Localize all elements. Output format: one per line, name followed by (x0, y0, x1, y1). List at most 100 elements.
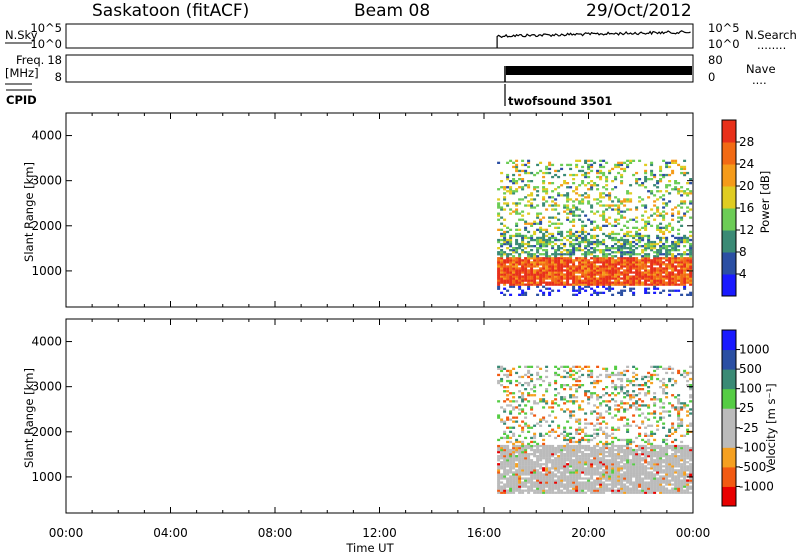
scatter-cell (572, 414, 576, 417)
scatter-cell (509, 238, 513, 242)
scatter-cell (596, 259, 600, 262)
scatter-cell (566, 259, 570, 262)
scatter-cell (674, 381, 678, 385)
scatter-cell (614, 471, 618, 474)
scatter-cell (536, 269, 540, 272)
scatter-cell (650, 273, 654, 276)
scatter-cell (530, 485, 534, 488)
scatter-cell (530, 277, 534, 280)
scatter-cell (653, 448, 657, 452)
scatter-cell (584, 453, 588, 456)
scatter-cell (551, 420, 555, 423)
scatter-cell (548, 220, 552, 223)
scatter-cell (524, 257, 528, 260)
scatter-cell (542, 188, 546, 191)
scatter-cell (578, 379, 582, 383)
scatter-cell (620, 485, 624, 488)
scatter-cell (602, 279, 606, 282)
scatter-cell (548, 434, 552, 437)
scatter-cell (650, 275, 654, 278)
scatter-cell (572, 485, 576, 488)
scatter-cell (533, 475, 537, 478)
scatter-cell (572, 467, 576, 470)
scatter-cell (575, 384, 579, 387)
scatter-cell (584, 365, 588, 368)
scatter-cell (566, 192, 570, 195)
scatter-cell (632, 240, 636, 244)
scatter-cell (542, 281, 546, 284)
scatter-cell (659, 400, 663, 403)
scatter-cell (593, 289, 597, 292)
scatter-cell (659, 212, 663, 215)
scatter-cell (650, 214, 654, 217)
scatter-cell (572, 200, 576, 203)
scatter-cell (536, 255, 540, 258)
scatter-cell (518, 269, 522, 272)
power-data-cells (497, 159, 693, 296)
scatter-cell (605, 249, 609, 252)
scatter-cell (506, 436, 510, 440)
velocity-data-cells (497, 365, 693, 494)
scatter-cell (533, 255, 537, 258)
scatter-cell (608, 473, 612, 476)
scatter-cell (536, 249, 540, 252)
scatter-cell (623, 369, 627, 373)
scatter-cell (665, 477, 669, 480)
scatter-cell (542, 485, 546, 488)
scatter-cell (512, 192, 516, 195)
scatter-cell (626, 253, 630, 256)
scatter-cell (557, 475, 561, 478)
scatter-cell (662, 261, 666, 264)
scatter-cell (518, 412, 522, 415)
scatter-cell (572, 365, 576, 368)
scatter-cell (620, 475, 624, 478)
scatter-cell (596, 412, 600, 415)
scatter-cell (683, 451, 687, 454)
scatter-cell (560, 461, 564, 464)
scatter-cell (527, 287, 531, 290)
scatter-cell (656, 424, 660, 427)
scatter-cell (650, 267, 654, 270)
scatter-cell (605, 369, 609, 373)
scatter-cell (686, 467, 690, 470)
scatter-cell (683, 491, 687, 494)
scatter-cell (647, 477, 651, 480)
scatter-cell (626, 279, 630, 282)
scatter-cell (656, 365, 660, 368)
scatter-cell (593, 467, 597, 470)
scatter-cell (533, 471, 537, 474)
scatter-cell (545, 388, 549, 391)
scatter-cell (632, 471, 636, 474)
scatter-cell (557, 483, 561, 486)
scatter-cell (638, 485, 642, 488)
scatter-cell (605, 434, 609, 437)
scatter-cell (620, 210, 624, 213)
scatter-cell (563, 430, 567, 433)
scatter-cell (578, 485, 582, 488)
scatter-cell (551, 406, 555, 409)
scatter-cell (542, 240, 546, 244)
scatter-cell (641, 420, 645, 423)
scatter-cell (686, 446, 690, 450)
scatter-cell (572, 204, 576, 207)
scatter-cell (581, 257, 585, 260)
scatter-cell (575, 455, 579, 458)
scatter-cell (653, 279, 657, 282)
scatter-cell (662, 475, 666, 478)
scatter-cell (530, 265, 534, 268)
scatter-cell (626, 273, 630, 276)
scatter-cell (641, 412, 645, 415)
scatter-cell (563, 236, 567, 240)
scatter-cell (533, 469, 537, 472)
scatter-cell (506, 190, 510, 193)
scatter-cell (548, 267, 552, 270)
scatter-cell (590, 263, 594, 266)
scatter-cell (608, 289, 612, 292)
scatter-cell (569, 416, 573, 419)
scatter-cell (545, 485, 549, 488)
scatter-cell (521, 384, 525, 387)
scatter-cell (683, 240, 687, 244)
scatter-cell (548, 161, 552, 164)
scatter-cell (596, 188, 600, 191)
scatter-cell (557, 269, 561, 272)
